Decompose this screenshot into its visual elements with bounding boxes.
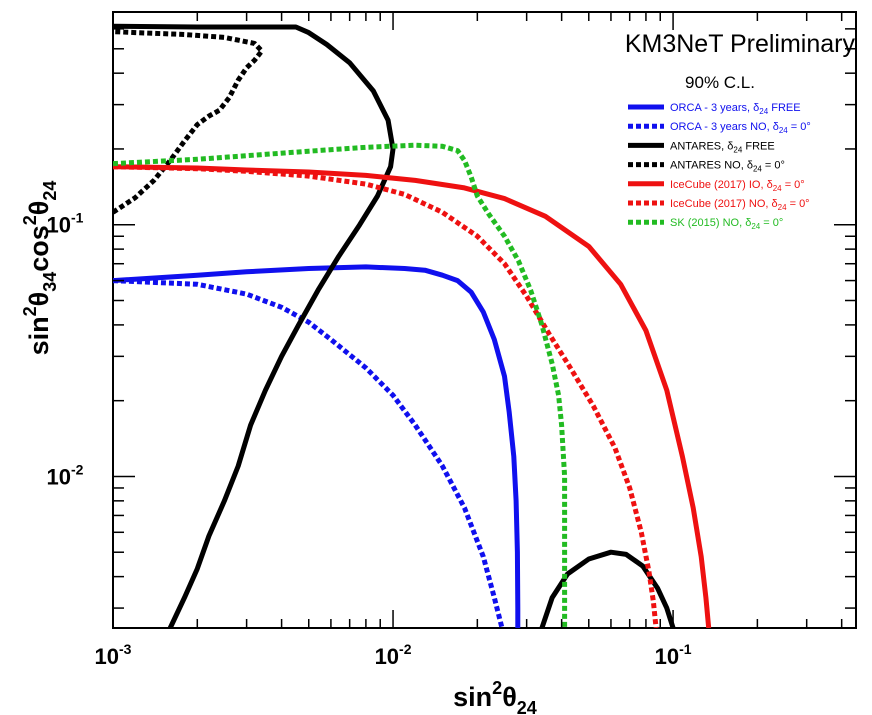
series-orca_free-line bbox=[113, 264, 521, 628]
y-axis-title: sin2θ34cos2θ24 bbox=[20, 181, 60, 356]
legend-label-suffix: = 0° bbox=[762, 160, 785, 172]
x-axis-title-base: sin bbox=[453, 682, 492, 712]
series-orca_no-line bbox=[113, 278, 505, 628]
series-sk_no-line bbox=[113, 142, 568, 628]
legend-label-subscript: 24 bbox=[753, 165, 762, 174]
legend-antares_no-label: ANTARES NO, δ24 = 0° bbox=[670, 160, 785, 174]
legend-icecube_io-label: IceCube (2017) IO, δ24 = 0° bbox=[670, 179, 805, 193]
series-antares_free-line bbox=[539, 549, 676, 628]
y-tick-label-exp: -1 bbox=[71, 210, 84, 226]
legend-label-text: ORCA - 3 years, bbox=[670, 102, 753, 114]
series-antares_free-line bbox=[113, 23, 396, 628]
y-axis-title-sub1: 34 bbox=[40, 272, 60, 292]
legend-label-subscript: 24 bbox=[751, 222, 760, 231]
legend-label-delta: δ bbox=[767, 179, 773, 191]
legend-label-delta: δ bbox=[747, 160, 753, 172]
y-axis-title-sup2: 2 bbox=[20, 215, 40, 225]
x-tick-label-exp: -3 bbox=[119, 641, 132, 657]
legend-orca_free-label: ORCA - 3 years, δ24 FREE bbox=[670, 102, 801, 116]
x-tick-label-base: 10 bbox=[375, 644, 399, 669]
legend-label-subscript: 24 bbox=[759, 107, 768, 116]
legend-label-delta: δ bbox=[773, 121, 779, 133]
series-antares_no-line bbox=[113, 29, 265, 215]
x-tick-label: 10-1 bbox=[655, 641, 692, 669]
x-tick-label-exp: -2 bbox=[399, 641, 412, 657]
y-tick-label-base: 10 bbox=[47, 464, 71, 489]
legend-icecube_no-label: IceCube (2017) NO, δ24 = 0° bbox=[670, 198, 810, 212]
legend-orca_no-label: ORCA - 3 years NO, δ24 = 0° bbox=[670, 121, 811, 135]
legend-label-subscript: 24 bbox=[773, 184, 782, 193]
y-tick-label: 10-2 bbox=[47, 461, 84, 489]
x-tick-label: 10-3 bbox=[95, 641, 132, 669]
series-icecube_io-line bbox=[113, 164, 712, 628]
series-group bbox=[113, 23, 712, 628]
legend-label-text: ORCA - 3 years NO, bbox=[670, 121, 773, 133]
y-axis-title-base2: cos bbox=[24, 225, 54, 272]
y-tick-label-exp: -2 bbox=[71, 461, 84, 477]
legend-label-text: ANTARES, bbox=[670, 140, 727, 152]
legend-label-suffix: = 0° bbox=[787, 198, 810, 210]
x-axis-title-sub: 24 bbox=[517, 698, 537, 715]
y-axis-title-sup1: 2 bbox=[20, 306, 40, 316]
legend-label-suffix: = 0° bbox=[760, 217, 783, 229]
legend-label-subscript: 24 bbox=[779, 126, 788, 135]
x-axis-title: sin2θ24 bbox=[453, 678, 537, 715]
legend-label-delta: δ bbox=[772, 198, 778, 210]
y-axis-title-base1: sin bbox=[24, 316, 54, 355]
chart-subtitle: 90% C.L. bbox=[685, 73, 755, 92]
legend-label-subscript: 24 bbox=[733, 145, 742, 154]
legend-label-text: IceCube (2017) NO, bbox=[670, 198, 772, 210]
legend-label-delta: δ bbox=[727, 140, 733, 152]
legend-label-text: IceCube (2017) IO, bbox=[670, 179, 767, 191]
legend-label-suffix: FREE bbox=[742, 140, 774, 152]
legend-label-text: SK (2015) NO, bbox=[670, 217, 745, 229]
y-tick-label: 10-1 bbox=[47, 210, 84, 238]
legend-label-suffix: = 0° bbox=[788, 121, 811, 133]
x-axis-title-sup: 2 bbox=[492, 678, 502, 698]
legend-label-suffix: = 0° bbox=[782, 179, 805, 191]
x-tick-label: 10-2 bbox=[375, 641, 412, 669]
y-tick-label-base: 10 bbox=[47, 213, 71, 238]
legend-label-suffix: FREE bbox=[768, 102, 800, 114]
legend-antares_free-label: ANTARES, δ24 FREE bbox=[670, 140, 775, 154]
legend-label-delta: δ bbox=[745, 217, 751, 229]
chart-title: KM3NeT Preliminary bbox=[625, 30, 856, 58]
y-axis-title-theta1: θ bbox=[24, 292, 54, 307]
legend-label-delta: δ bbox=[753, 102, 759, 114]
plot-frame bbox=[112, 11, 857, 629]
series-icecube_no-line bbox=[113, 164, 659, 628]
x-axis-title-theta: θ bbox=[502, 682, 517, 712]
legend-label-text: ANTARES NO, bbox=[670, 160, 747, 172]
y-axis-title-sub2: 24 bbox=[40, 181, 60, 201]
legend-label-subscript: 24 bbox=[778, 203, 787, 212]
x-tick-label-base: 10 bbox=[655, 644, 679, 669]
x-tick-label-base: 10 bbox=[95, 644, 119, 669]
x-tick-label-exp: -1 bbox=[679, 641, 692, 657]
legend-sk_no-label: SK (2015) NO, δ24 = 0° bbox=[670, 217, 783, 231]
y-axis-title-theta2: θ bbox=[24, 201, 54, 216]
